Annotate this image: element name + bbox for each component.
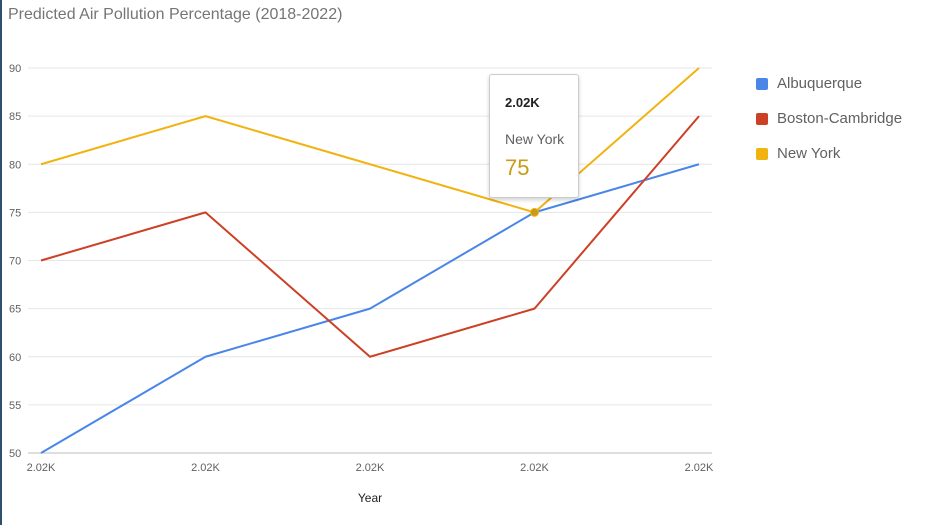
series-line-new-york[interactable]: [40, 67, 700, 214]
x-tick-label: 2.02K: [520, 462, 549, 474]
series-line-albuquerque[interactable]: [40, 163, 700, 454]
y-tick-label: 50: [9, 448, 21, 460]
legend-label: New York: [777, 145, 841, 162]
window-edge: [0, 0, 2, 525]
x-tick-label: 2.02K: [356, 462, 385, 474]
x-axis-ticks: 2.02K 2.02K 2.02K 2.02K 2.02K: [27, 462, 714, 474]
y-tick-label: 75: [9, 207, 21, 219]
y-tick-label: 65: [9, 304, 21, 316]
series-lines: [40, 67, 700, 454]
y-tick-label: 80: [9, 159, 21, 171]
tooltip-series-name: New York: [505, 131, 565, 147]
legend-label: Boston-Cambridge: [777, 110, 903, 127]
legend-swatch: [756, 112, 768, 125]
highlighted-data-point[interactable]: [530, 207, 539, 217]
y-tick-label: 90: [9, 63, 21, 75]
tooltip: 2.02K New York 75: [489, 74, 579, 198]
x-tick-label: 2.02K: [685, 462, 714, 474]
x-tick-label: 2.02K: [191, 462, 220, 474]
legend: Albuquerque Boston-Cambridge New York: [756, 66, 902, 171]
legend-item-albuquerque[interactable]: Albuquerque: [756, 66, 902, 101]
highlighted-point-layer: [530, 207, 539, 217]
legend-swatch: [756, 77, 768, 90]
chart-title: Predicted Air Pollution Percentage (2018…: [8, 6, 343, 23]
tooltip-header: 2.02K: [505, 95, 540, 110]
legend-item-boston-cambridge[interactable]: Boston-Cambridge: [756, 101, 902, 136]
y-tick-label: 85: [9, 111, 21, 123]
series-line-boston-cambridge[interactable]: [40, 115, 700, 358]
legend-item-new-york[interactable]: New York: [756, 136, 902, 171]
tooltip-value: 75: [505, 155, 530, 180]
y-axis-ticks: 50 55 60 65 70 75 80 85 90: [9, 63, 21, 460]
legend-label: Albuquerque: [777, 75, 863, 92]
y-tick-label: 60: [9, 352, 21, 364]
grid-lines: [28, 67, 712, 454]
x-tick-label: 2.02K: [27, 462, 56, 474]
x-axis-label: Year: [358, 491, 382, 505]
legend-swatch: [756, 147, 768, 160]
y-tick-label: 70: [9, 256, 21, 268]
y-tick-label: 55: [9, 400, 21, 412]
